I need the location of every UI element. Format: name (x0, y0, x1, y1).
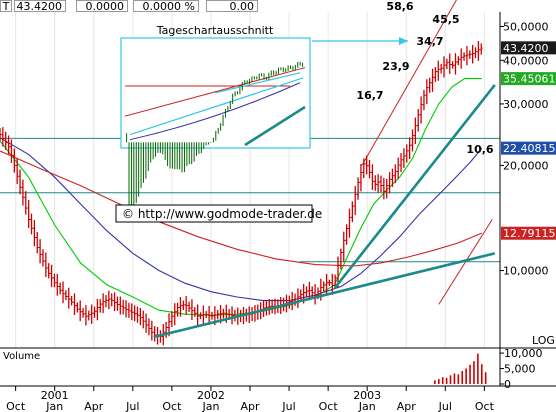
time-tick-label: Apr (397, 400, 417, 412)
symbol-letter: T (2, 0, 10, 13)
time-tick-label: Oct (162, 400, 182, 412)
time-tick-label: Jan (45, 400, 63, 412)
value-tag-label: 12.79115 (503, 227, 556, 240)
price-tick-label: 40,0000 (503, 54, 549, 67)
copyright-text: © http://www.godmode-trader.de (122, 207, 322, 221)
inset-support-line (129, 77, 304, 136)
time-tick-label: Apr (240, 400, 260, 412)
price-axis: 50,0000 40,0000 30,0000 20,0000 10,0000 (500, 20, 549, 278)
trendlines (153, 84, 496, 339)
year-label: 2002 (197, 389, 225, 402)
last-price-value: 43.4200 (16, 0, 63, 13)
volume-field: 0.00 (206, 0, 258, 13)
change-pct-field: 0.0000 % (133, 0, 199, 13)
channel-lower-line (438, 219, 493, 305)
quote-toolbar: T 43.4200 0.0000 0.0000 % 0.00 (0, 0, 556, 13)
value-tag-label: 43.4200 (503, 42, 549, 55)
time-tick-label: Jan (201, 400, 219, 412)
price-tick-label: 50,0000 (503, 20, 549, 33)
level-labels: 58,6 45,5 34,7 23,9 16,7 10,6 (356, 0, 493, 156)
value-tag-label: 22.40815 (503, 142, 556, 155)
time-tick-label: Oct (6, 400, 26, 412)
volume-value: 0.00 (229, 0, 255, 13)
inset-plot (124, 61, 306, 223)
year-label: 2003 (353, 389, 381, 402)
trend-channel (361, 0, 493, 305)
time-tick-label: Oct (475, 400, 495, 412)
last-price-field: 43.4200 (14, 0, 66, 13)
value-tag-label: 35.45061 (503, 73, 556, 86)
channel-upper-line (361, 0, 457, 166)
change-field: 0.0000 (76, 0, 128, 13)
resistance-label: 10,6 (466, 143, 493, 156)
time-tick-label: Jul (281, 400, 295, 412)
inset-title: Tageschartausschnitt (156, 24, 274, 37)
resistance-label: 45,5 (432, 13, 459, 26)
price-bars (0, 41, 483, 346)
volume-label: Volume (3, 351, 40, 362)
moving-average-mid (0, 137, 483, 302)
year-label: 2001 (41, 389, 69, 402)
price-tick-label: 10,0000 (503, 265, 549, 278)
inset-pointer-arrowhead (399, 37, 408, 45)
value-tag (501, 141, 556, 155)
steep-trendline (333, 84, 496, 290)
resistance-label: 58,6 (386, 0, 413, 13)
resistance-label: 23,9 (382, 60, 409, 73)
volume-tick-label: 5,000 (504, 363, 536, 376)
inset-moving-average (129, 82, 301, 141)
copyright-box (115, 204, 313, 223)
time-tick-label: Jul (125, 400, 139, 412)
time-tick-label: Jan (358, 400, 376, 412)
inset-trendline (244, 105, 306, 147)
inset-channel-line (124, 67, 306, 117)
resistance-label: 34,7 (416, 35, 443, 48)
volume-tick-label: 10,000 (504, 347, 543, 360)
time-axis: Oct Jan Apr Jul Oct Jan Apr Jul Oct Jan Apr Jul Oct 2… (6, 386, 495, 412)
change-value: 0.0000 (85, 0, 125, 13)
price-tick-label: 20,0000 (503, 159, 549, 172)
symbol-box[interactable]: T (0, 0, 12, 13)
volume-pane: 10,000 5,000 0 (434, 347, 543, 391)
inset-wedge-line (214, 72, 301, 94)
resistance-label: 16,7 (356, 89, 383, 102)
volume-tick-label: 0 (504, 378, 511, 391)
value-tags: 43.4200 35.45061 22.40815 12.79115 (501, 41, 556, 240)
value-tag (501, 226, 556, 240)
log-scale-label: LOG (532, 334, 555, 347)
price-tick-label: 30,0000 (503, 98, 549, 111)
moving-average-slow (0, 150, 483, 267)
value-tag (501, 72, 556, 86)
change-pct-value: 0.0000 % (142, 0, 195, 13)
value-tag (501, 41, 556, 55)
time-tick-label: Jul (438, 400, 452, 412)
time-tick-label: Oct (319, 400, 339, 412)
long-term-trendline (153, 252, 496, 339)
inset-daily-chart: Tageschartausschnitt (120, 24, 311, 223)
time-tick-label: Apr (84, 400, 104, 412)
